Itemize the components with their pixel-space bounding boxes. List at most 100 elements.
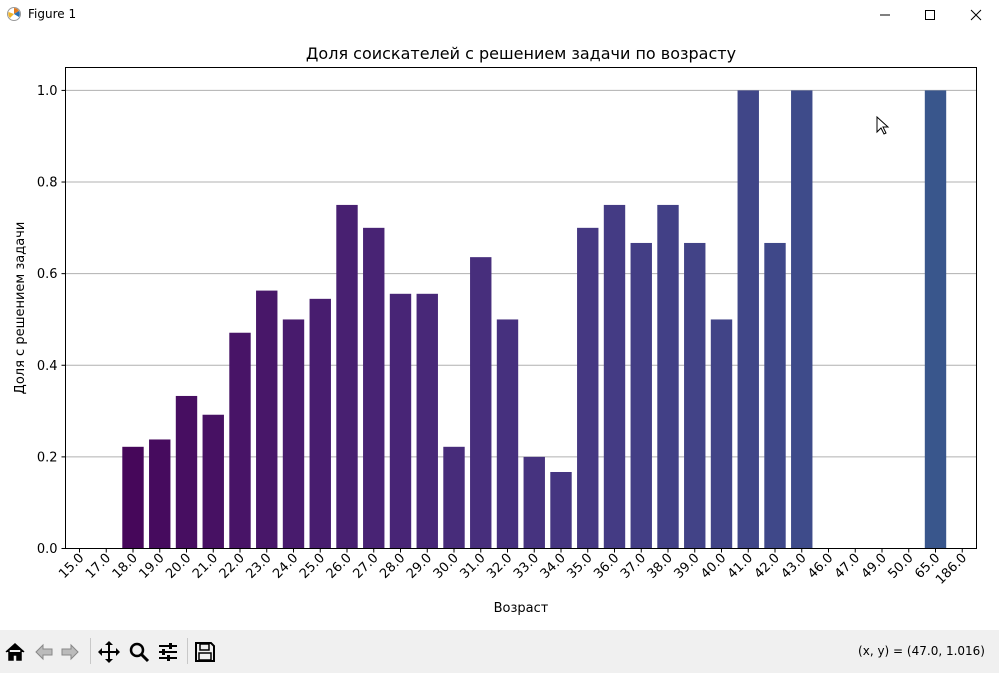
- save-icon: [195, 642, 215, 662]
- minimize-icon: [880, 14, 890, 16]
- x-tick-label: 18.0: [110, 551, 141, 582]
- x-tick-label: 38.0: [645, 551, 676, 582]
- grid-lines: [65, 89, 977, 549]
- chart-title: Доля соискателей с решением задачи по во…: [306, 44, 736, 63]
- toolbar-separator: [187, 638, 188, 664]
- x-tick-label: 50.0: [885, 551, 916, 582]
- configure-subplots-button[interactable]: [154, 638, 182, 666]
- bars: [122, 90, 947, 549]
- plot-frame: [65, 67, 977, 549]
- x-tick-label: 39.0: [671, 551, 702, 582]
- bar: [924, 90, 947, 549]
- bar: [496, 319, 519, 549]
- x-tick-label: 22.0: [217, 551, 248, 582]
- bar: [684, 242, 706, 549]
- x-tick-label: 49.0: [859, 551, 890, 582]
- x-tick-label: 24.0: [270, 551, 301, 582]
- maximize-button[interactable]: [907, 0, 953, 30]
- x-tick-label: 19.0: [136, 551, 167, 582]
- bar: [122, 446, 144, 549]
- x-tick-label: 34.0: [538, 551, 569, 582]
- mouse-cursor-icon: [876, 115, 890, 135]
- home-button[interactable]: [1, 638, 29, 666]
- save-button[interactable]: [191, 638, 219, 666]
- x-tick-label: 46.0: [805, 551, 836, 582]
- x-tick-label: 41.0: [725, 551, 756, 582]
- bar: [175, 395, 198, 549]
- bar: [443, 446, 465, 549]
- x-tick-label: 47.0: [832, 551, 863, 582]
- bar: [416, 293, 438, 549]
- back-button[interactable]: [30, 638, 58, 666]
- y-tick-label: 1.0: [37, 84, 58, 99]
- bar: [630, 242, 652, 549]
- x-tick-label: 20.0: [163, 551, 194, 582]
- x-tick-label: 15.0: [56, 551, 87, 582]
- bar: [523, 456, 545, 549]
- x-tick-label: 36.0: [591, 551, 622, 582]
- close-icon: [970, 9, 982, 21]
- x-tick-label: 37.0: [618, 551, 649, 582]
- bar: [202, 414, 224, 549]
- x-tick-label: 17.0: [83, 551, 114, 582]
- forward-arrow-icon: [61, 643, 79, 661]
- zoom-icon: [129, 642, 150, 663]
- y-tick-label: 0.2: [37, 450, 58, 465]
- x-tick-label: 29.0: [404, 551, 435, 582]
- minimize-button[interactable]: [862, 0, 908, 30]
- pan-button[interactable]: [95, 638, 123, 666]
- bar: [791, 90, 813, 549]
- cursor-coordinates: (x, y) = (47.0, 1.016): [858, 644, 985, 658]
- title-bar: Figure 1: [0, 0, 999, 30]
- y-tick-label: 0.8: [37, 176, 58, 191]
- x-tick-label: 28.0: [377, 551, 408, 582]
- x-tick-label: 21.0: [190, 551, 221, 582]
- bar: [256, 290, 278, 549]
- configure-subplots-icon: [159, 643, 177, 661]
- home-icon: [5, 642, 25, 661]
- x-tick-label: 27.0: [350, 551, 381, 582]
- x-tick-label: 40.0: [698, 551, 729, 582]
- zoom-button[interactable]: [125, 638, 153, 666]
- figure-canvas[interactable]: 0.0 0.2 0.4 0.6 0.8 1.0 15.0 17.0 18.0 19.0 20.0 2…: [0, 30, 999, 630]
- navigation-toolbar: (x, y) = (47.0, 1.016): [0, 630, 999, 673]
- y-tick-label: 0.4: [37, 359, 58, 374]
- bar: [282, 319, 305, 549]
- x-axis: 15.017.018.019.020.021.022.023.024.025.0…: [56, 548, 970, 588]
- forward-button[interactable]: [56, 638, 84, 666]
- bar: [309, 298, 331, 549]
- y-tick-label: 0.0: [37, 542, 58, 557]
- toolbar-separator: [90, 638, 91, 664]
- y-tick-label: 0.6: [37, 267, 58, 282]
- bar: [229, 332, 251, 549]
- x-tick-label: 35.0: [564, 551, 595, 582]
- x-tick-label: 23.0: [243, 551, 274, 582]
- x-axis-label: Возраст: [494, 601, 549, 616]
- bar: [550, 471, 572, 549]
- bar: [336, 204, 358, 549]
- back-arrow-icon: [35, 643, 53, 661]
- bar: [737, 90, 759, 549]
- y-axis-label: Доля с решением задачи: [13, 222, 28, 395]
- x-tick-label: 26.0: [324, 551, 355, 582]
- maximize-icon: [925, 10, 935, 20]
- pan-icon: [98, 641, 120, 663]
- bar: [657, 204, 679, 549]
- bar: [389, 293, 412, 549]
- x-tick-label: 30.0: [431, 551, 462, 582]
- bar: [710, 319, 733, 549]
- y-axis: 0.0 0.2 0.4 0.6 0.8 1.0: [37, 84, 66, 557]
- x-tick-label: 43.0: [778, 551, 809, 582]
- window-title: Figure 1: [28, 7, 77, 21]
- x-tick-label: 186.0: [933, 551, 970, 588]
- bar: [603, 204, 626, 549]
- bar: [764, 242, 786, 549]
- close-button[interactable]: [953, 0, 999, 30]
- x-tick-label: 31.0: [457, 551, 488, 582]
- x-tick-label: 32.0: [484, 551, 515, 582]
- matplotlib-logo-icon: [7, 7, 21, 21]
- x-tick-label: 25.0: [297, 551, 328, 582]
- bar: [363, 227, 385, 549]
- bar-chart: 0.00.20.40.60.81.0 15.017.018.019.020.02…: [13, 44, 977, 616]
- bar: [470, 257, 492, 549]
